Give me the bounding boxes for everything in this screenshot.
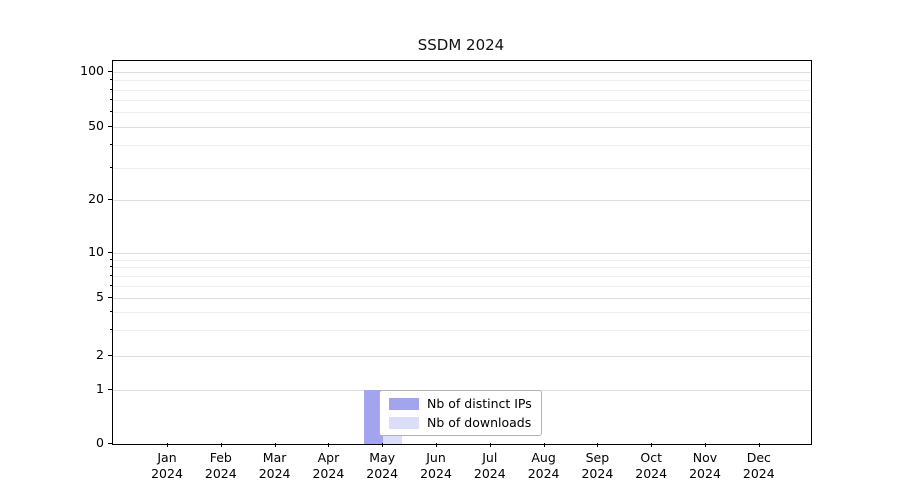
x-tick-mark xyxy=(167,443,168,447)
legend-item-distinct-ips: Nb of distinct IPs xyxy=(389,396,532,411)
minor-gridline xyxy=(113,167,811,169)
x-tick-label: Mar 2024 xyxy=(258,450,291,481)
x-tick-label: Oct 2024 xyxy=(635,450,668,481)
major-gridline xyxy=(113,298,811,300)
x-tick-mark xyxy=(328,443,330,447)
legend-swatch-distinct-ips xyxy=(389,397,419,410)
major-gridline xyxy=(113,355,811,357)
major-gridline xyxy=(113,72,811,74)
y-minor-tick-mark xyxy=(110,79,112,81)
y-minor-tick-mark xyxy=(110,258,112,260)
y-tick-label: 10 xyxy=(88,243,104,259)
major-gridline xyxy=(113,252,811,254)
y-tick-label: 5 xyxy=(96,289,104,305)
y-tick-mark xyxy=(108,251,112,253)
major-gridline xyxy=(113,200,811,202)
x-tick-label: Aug 2024 xyxy=(527,450,560,481)
y-tick-mark xyxy=(108,71,112,73)
minor-gridline xyxy=(113,80,811,82)
x-tick-label: Sep 2024 xyxy=(581,450,614,481)
minor-gridline xyxy=(113,312,811,314)
y-tick-mark xyxy=(108,388,112,390)
chart-title: SSDM 2024 xyxy=(417,36,505,54)
legend-swatch-downloads xyxy=(389,416,419,429)
y-minor-tick-mark xyxy=(110,329,112,331)
x-tick-mark xyxy=(597,443,599,447)
x-tick-mark xyxy=(382,443,384,447)
y-minor-tick-mark xyxy=(110,143,112,145)
y-tick-label: 100 xyxy=(80,63,104,79)
x-tick-mark xyxy=(651,443,653,447)
y-tick-label: 0 xyxy=(96,435,104,450)
x-tick-mark xyxy=(489,443,491,447)
minor-gridline xyxy=(113,276,811,278)
minor-gridline xyxy=(113,330,811,332)
y-minor-tick-mark xyxy=(110,111,112,113)
x-tick-mark xyxy=(705,443,706,447)
minor-gridline xyxy=(113,144,811,146)
x-tick-label: Nov 2024 xyxy=(689,450,721,481)
y-minor-tick-mark xyxy=(110,99,112,101)
y-tick-mark xyxy=(108,354,112,356)
x-tick-label: Feb 2024 xyxy=(204,450,237,481)
x-tick-label: Dec 2024 xyxy=(742,450,775,481)
y-tick-mark xyxy=(108,443,112,444)
x-tick-mark xyxy=(758,443,760,447)
y-tick-label: 1 xyxy=(96,380,104,396)
legend-label-downloads: Nb of downloads xyxy=(427,415,532,430)
minor-gridline xyxy=(113,286,811,288)
x-tick-mark xyxy=(274,443,276,447)
y-minor-tick-mark xyxy=(110,266,112,268)
y-minor-tick-mark xyxy=(110,166,112,168)
x-tick-label: Jul 2024 xyxy=(473,450,506,481)
legend-item-downloads: Nb of downloads xyxy=(389,415,532,430)
y-tick-label: 2 xyxy=(96,346,104,362)
major-gridline xyxy=(113,126,811,128)
x-tick-label: Jun 2024 xyxy=(420,450,452,481)
plot-area: Nb of distinct IPs Nb of downloads xyxy=(112,60,812,445)
legend: Nb of distinct IPs Nb of downloads xyxy=(379,390,542,436)
bar-nb-of-distinct-ips xyxy=(364,389,384,444)
minor-gridline xyxy=(113,112,811,114)
y-tick-mark xyxy=(108,125,112,127)
minor-gridline xyxy=(113,89,811,91)
legend-label-distinct-ips: Nb of distinct IPs xyxy=(427,396,532,411)
x-tick-label: Apr 2024 xyxy=(312,450,345,481)
x-tick-label: Jan 2024 xyxy=(151,450,183,481)
y-minor-tick-mark xyxy=(110,311,112,313)
x-tick-mark xyxy=(436,443,437,447)
y-minor-tick-mark xyxy=(110,88,112,90)
y-tick-mark xyxy=(108,297,112,299)
x-tick-mark xyxy=(220,443,222,447)
minor-gridline xyxy=(113,259,811,261)
y-minor-tick-mark xyxy=(110,285,112,287)
x-tick-label: May 2024 xyxy=(366,450,399,481)
y-tick-label: 50 xyxy=(88,117,104,133)
x-tick-mark xyxy=(543,443,545,447)
y-tick-label: 20 xyxy=(88,191,104,207)
minor-gridline xyxy=(113,267,811,269)
y-tick-mark xyxy=(108,199,112,201)
y-minor-tick-mark xyxy=(110,275,112,277)
bars-layer xyxy=(113,61,811,444)
minor-gridline xyxy=(113,100,811,102)
